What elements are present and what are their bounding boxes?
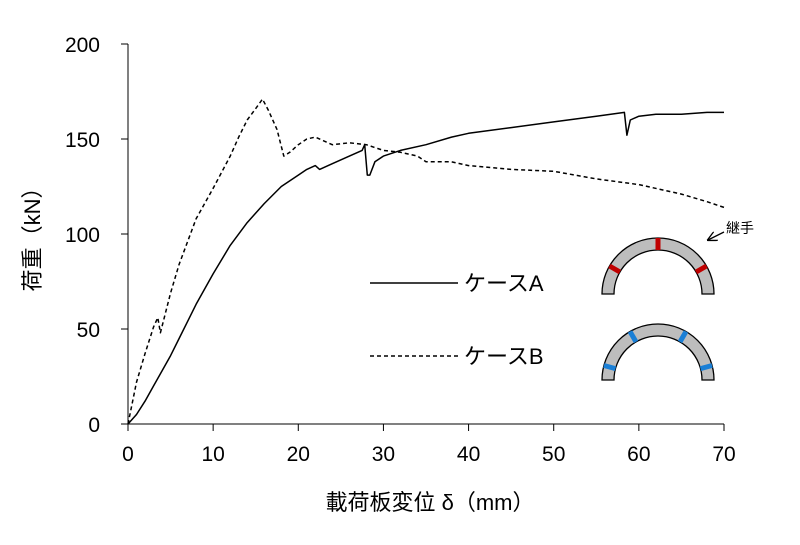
- y-tick-label: 100: [65, 224, 100, 247]
- x-tick-label: 50: [542, 443, 565, 466]
- y-tick-label: 0: [88, 414, 100, 437]
- series-line-case-b: [127, 98, 725, 425]
- x-tick-label: 60: [627, 443, 650, 466]
- arch-ring: [601, 323, 715, 381]
- callout-arrow-icon: [708, 231, 725, 240]
- x-tick-label: 40: [457, 443, 480, 466]
- y-tick-label: 150: [65, 129, 100, 152]
- series-layer: [127, 98, 725, 425]
- x-tick-label: 20: [287, 443, 310, 466]
- arch-joint: [608, 263, 622, 275]
- tick-labels: 0 10 20 30 40 50 60 70 0 50 100 150 200: [65, 34, 736, 466]
- y-tick-label: 200: [65, 34, 100, 57]
- arch-joint: [627, 330, 639, 344]
- x-tick-label: 30: [372, 443, 395, 466]
- arch-joint: [603, 363, 617, 372]
- series-line-case-a: [127, 111, 724, 425]
- legend: ケースA ケースB: [370, 271, 544, 369]
- arch-joint: [677, 330, 689, 344]
- x-tick-label: 10: [201, 443, 224, 466]
- y-tick-label: 50: [77, 319, 100, 342]
- x-tick-label: 0: [122, 443, 134, 466]
- arch-joint: [699, 363, 713, 372]
- x-tick-label: 70: [712, 443, 735, 466]
- axes: [127, 44, 724, 425]
- tick-marks: [121, 43, 725, 431]
- arch-joint: [694, 263, 708, 275]
- arch-ring: [601, 237, 715, 295]
- x-axis-title: 載荷板変位 δ（mm）: [325, 490, 534, 515]
- callout-label: 継手: [726, 220, 754, 236]
- legend-label-case-b: ケースB: [464, 344, 544, 369]
- legend-label-case-a: ケースA: [464, 271, 544, 296]
- case-b-arch-icon: [601, 323, 715, 381]
- case-a-arch-icon: [601, 237, 715, 295]
- y-axis-title: 荷重（kN）: [20, 177, 45, 292]
